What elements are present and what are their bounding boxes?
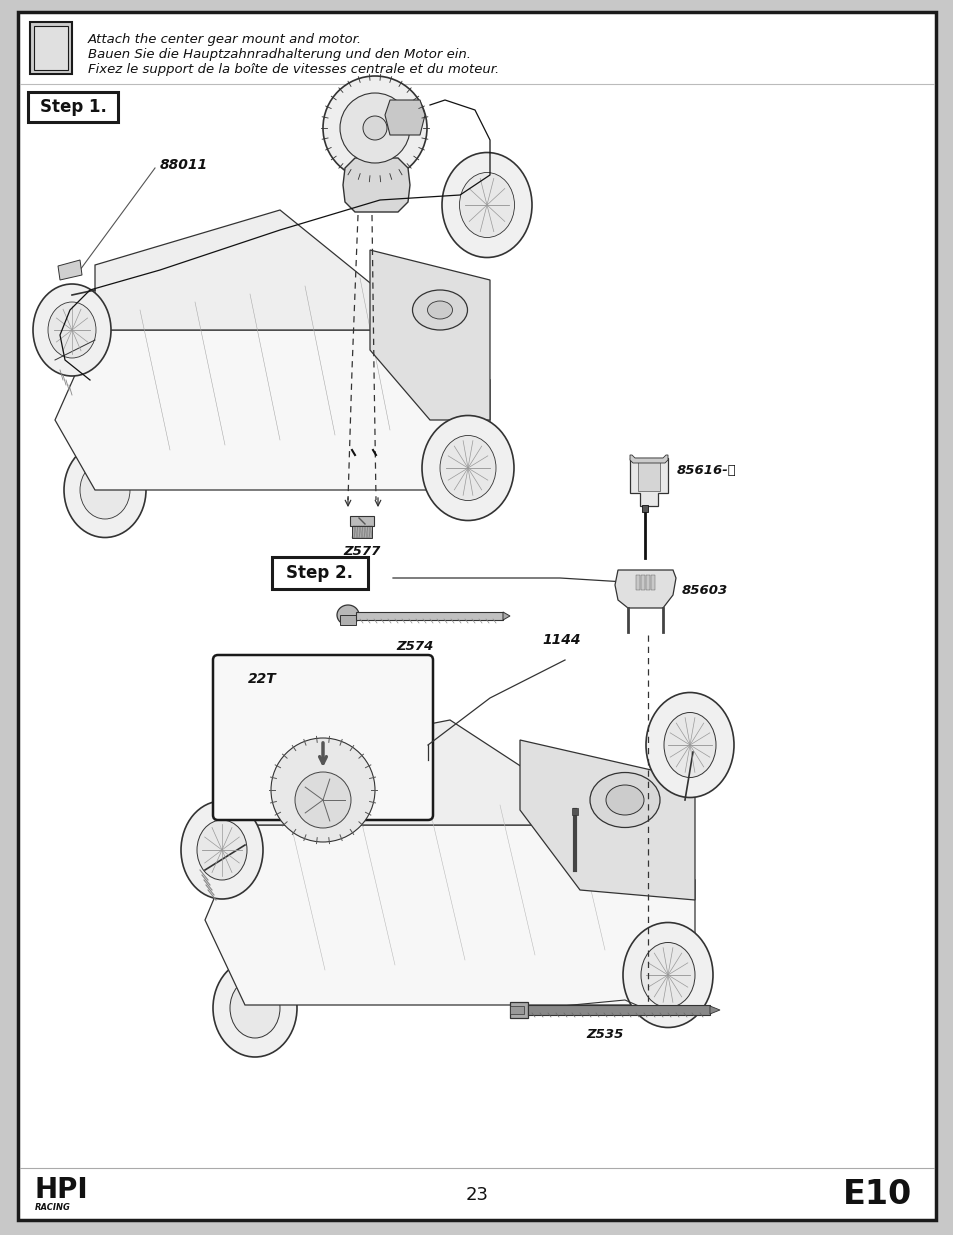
Circle shape [294, 772, 351, 827]
Polygon shape [95, 210, 490, 380]
Polygon shape [527, 1005, 709, 1015]
Text: 22T: 22T [248, 672, 276, 685]
Ellipse shape [645, 693, 733, 798]
Polygon shape [629, 458, 667, 506]
Ellipse shape [336, 605, 358, 625]
Text: HPI: HPI [35, 1176, 89, 1204]
Ellipse shape [640, 942, 695, 1008]
Polygon shape [369, 526, 372, 538]
Polygon shape [361, 526, 365, 538]
Polygon shape [355, 526, 357, 538]
Text: Step 1.: Step 1. [39, 98, 107, 116]
Polygon shape [519, 740, 695, 900]
Circle shape [339, 93, 410, 163]
Text: RACING: RACING [35, 1203, 71, 1213]
Polygon shape [638, 459, 659, 492]
Polygon shape [502, 613, 510, 620]
Ellipse shape [439, 436, 496, 500]
Polygon shape [572, 808, 578, 815]
Polygon shape [510, 1007, 523, 1014]
Text: 88011: 88011 [160, 158, 208, 172]
Polygon shape [370, 249, 490, 420]
Text: E10: E10 [842, 1178, 912, 1212]
Text: Fixez le support de la boîte de vitesses centrale et du moteur.: Fixez le support de la boîte de vitesses… [88, 63, 498, 77]
Polygon shape [364, 526, 367, 538]
FancyBboxPatch shape [34, 26, 68, 70]
Ellipse shape [589, 773, 659, 827]
Polygon shape [339, 615, 355, 625]
Ellipse shape [213, 960, 296, 1057]
Ellipse shape [663, 713, 716, 778]
Polygon shape [352, 526, 355, 538]
Ellipse shape [427, 301, 452, 319]
Polygon shape [640, 576, 644, 590]
Text: 1144: 1144 [541, 634, 579, 647]
Polygon shape [58, 261, 82, 280]
Ellipse shape [48, 303, 96, 358]
Ellipse shape [421, 415, 514, 520]
FancyBboxPatch shape [30, 22, 71, 74]
Ellipse shape [459, 173, 514, 237]
Ellipse shape [230, 978, 280, 1037]
Text: 85603: 85603 [681, 583, 727, 597]
FancyBboxPatch shape [18, 12, 935, 1220]
Polygon shape [615, 571, 676, 608]
FancyBboxPatch shape [28, 91, 118, 122]
Text: Z535: Z535 [586, 1028, 623, 1041]
Polygon shape [629, 454, 667, 463]
Ellipse shape [622, 923, 712, 1028]
Circle shape [363, 116, 387, 140]
Text: Bauen Sie die Hauptzahnradhalterung und den Motor ein.: Bauen Sie die Hauptzahnradhalterung und … [88, 48, 471, 61]
Polygon shape [350, 516, 374, 526]
Text: 23: 23 [465, 1186, 488, 1204]
Ellipse shape [64, 442, 146, 537]
Polygon shape [650, 576, 655, 590]
Text: Z577: Z577 [343, 545, 380, 558]
Polygon shape [510, 1002, 527, 1018]
Ellipse shape [33, 284, 111, 375]
Polygon shape [709, 1007, 720, 1014]
Polygon shape [641, 505, 647, 513]
Circle shape [323, 77, 427, 180]
Polygon shape [355, 613, 502, 620]
Text: Step 2.: Step 2. [286, 564, 354, 582]
Ellipse shape [181, 802, 263, 899]
Ellipse shape [412, 290, 467, 330]
Polygon shape [356, 526, 359, 538]
Text: 85616-ⓑ: 85616-ⓑ [677, 463, 736, 477]
Polygon shape [385, 100, 424, 135]
Polygon shape [645, 576, 649, 590]
Polygon shape [343, 158, 410, 212]
FancyBboxPatch shape [272, 557, 368, 589]
Circle shape [271, 739, 375, 842]
Polygon shape [636, 576, 639, 590]
Polygon shape [367, 526, 370, 538]
Polygon shape [205, 825, 695, 1005]
Polygon shape [245, 720, 695, 881]
Ellipse shape [80, 461, 130, 519]
Polygon shape [55, 330, 490, 490]
Polygon shape [359, 526, 362, 538]
Text: Attach the center gear mount and motor.: Attach the center gear mount and motor. [88, 33, 362, 46]
FancyBboxPatch shape [213, 655, 433, 820]
Ellipse shape [605, 785, 643, 815]
Ellipse shape [196, 820, 247, 881]
Text: Z574: Z574 [395, 640, 434, 653]
Ellipse shape [441, 152, 532, 258]
